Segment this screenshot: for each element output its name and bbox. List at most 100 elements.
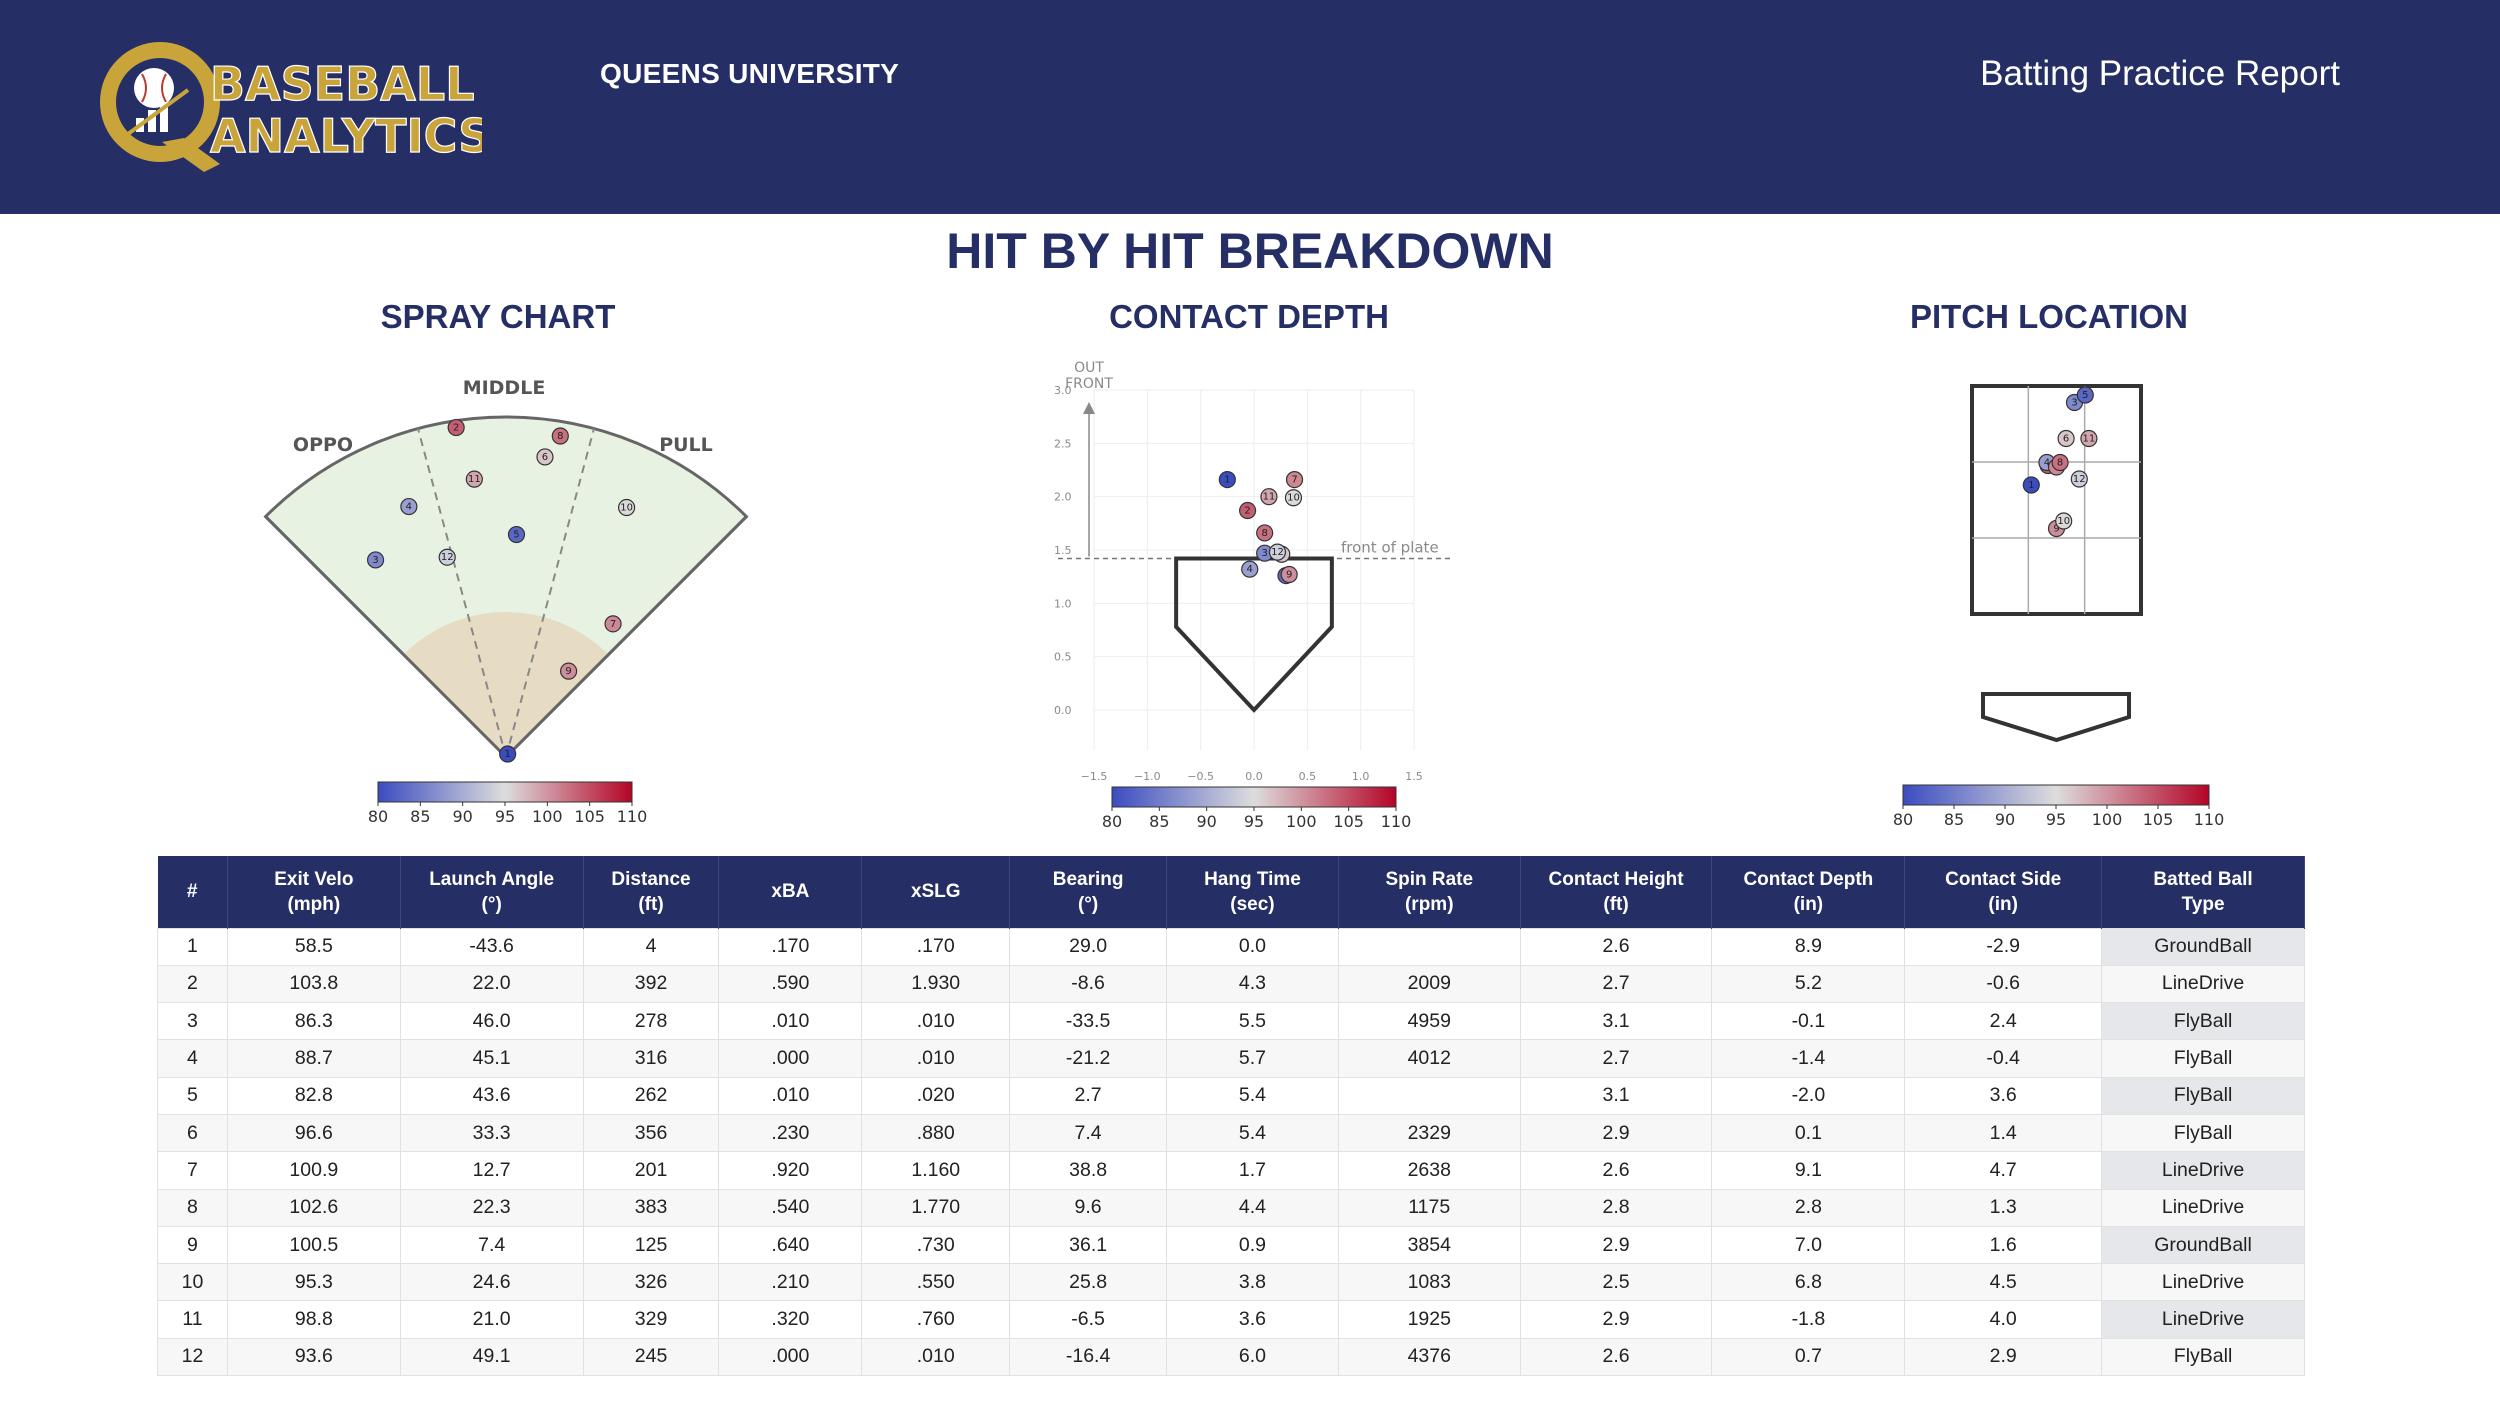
table-cell: 29.0	[1009, 927, 1168, 966]
table-cell: 2.7	[1519, 1039, 1713, 1078]
front-label: FRONT	[1065, 376, 1113, 392]
table-row: 5 82.8 43.6 262.010.020 2.7 5.4 3.1 -2.0 3.6 FlyB…	[157, 1076, 2305, 1115]
report-header: BASEBALL ANALYTICS QUEENS UNIVERSITY Bat…	[0, 0, 2500, 214]
table-cell: 6	[157, 1113, 228, 1153]
depth-ticks: −1.5 −1.0 −0.5 0.0 0.5 1.0 1.5 0.0 0.5 1.0 1.5 2.0 2…	[1054, 384, 1423, 783]
column-header: Contact Side (in)	[1904, 856, 2103, 928]
spray-label-middle: MIDDLE	[463, 377, 546, 399]
hit-marker-11: 11	[465, 470, 483, 488]
hit-marker-1: 1	[1218, 471, 1236, 489]
table-cell: 9	[157, 1225, 228, 1265]
batted-ball-type-cell: FlyBall	[2101, 1113, 2305, 1153]
hit-dot	[447, 418, 465, 437]
hit-number: 8	[1261, 528, 1267, 539]
hit-marker-6: 6	[2057, 429, 2075, 448]
column-header: #	[157, 856, 228, 928]
table-cell: 86.3	[226, 1002, 401, 1041]
hit-number: 2	[1244, 506, 1250, 517]
table-cell: .010	[861, 1002, 1011, 1041]
hit-number: 9	[565, 666, 571, 677]
hit-marker-10: 10	[2055, 512, 2073, 530]
home-plate-icon	[1981, 692, 2131, 743]
table-cell: 8	[157, 1188, 228, 1227]
hit-marker-5: 5	[507, 525, 526, 544]
table-cell: .010	[718, 1076, 863, 1115]
hit-dot	[507, 525, 526, 544]
column-header: Contact Depth (in)	[1711, 856, 1906, 928]
column-header: Spin Rate (rpm)	[1338, 856, 1521, 928]
colorbar-tick-label: 100	[532, 807, 563, 826]
colorbar-tick-label: 90	[1995, 810, 2015, 829]
hit-marker-10: 10	[1284, 489, 1303, 507]
hit-number: 12	[1271, 547, 1284, 558]
hit-marker-12: 12	[2070, 470, 2088, 488]
table-cell: 7.4	[1009, 1113, 1168, 1153]
location-colorbar: 80 85 90 95 100 105 110	[1893, 784, 2224, 829]
hit-dot	[1284, 489, 1303, 507]
hit-number: 4	[2044, 458, 2050, 469]
table-row: 2 103.8 22.0 392.590 1.930 -8.6 4.3 2009 2.7 5.2-…	[157, 964, 2305, 1004]
hit-number: 10	[2057, 516, 2070, 527]
table-cell: 45.1	[399, 1039, 584, 1078]
hit-marker-9: 9	[560, 662, 578, 680]
depth-x-tick-label: 1.5	[1405, 770, 1423, 783]
colorbar-tick-label: 85	[1944, 810, 1964, 829]
hit-number: 8	[2057, 458, 2063, 469]
table-cell: 1	[157, 927, 228, 966]
table-cell: 4	[582, 927, 720, 966]
table-cell: 2.6	[1519, 1337, 1713, 1377]
column-header: xSLG	[861, 856, 1011, 928]
hit-dot	[551, 427, 569, 445]
batted-ball-type-cell: FlyBall	[2101, 1076, 2305, 1115]
hit-number: 7	[1291, 475, 1297, 486]
table-row: 10 95.3 24.6 326.210.550 25.8 3.8 1083 2.5 6.8 4.…	[157, 1263, 2305, 1302]
table-cell: 1.160	[861, 1151, 1011, 1190]
table-cell: 3	[157, 1002, 228, 1041]
colorbar-tick-label: 80	[1102, 812, 1122, 831]
table-cell: 3.1	[1519, 1076, 1713, 1115]
hit-number: 9	[2053, 524, 2059, 535]
spray-label-pull: PULL	[659, 434, 713, 456]
baseball-seams-icon	[141, 73, 167, 103]
table-cell: 102.6	[226, 1188, 401, 1227]
table-cell: 3.8	[1166, 1263, 1339, 1302]
table-cell: 22.0	[399, 964, 584, 1004]
table-body: 1 58.5 -43.6 4.170.170 29.0 0.0 2.6 8.9 -2.9 Grou…	[157, 927, 2305, 1377]
hit-breakdown-table: # Exit Velo (mph) Launch Angle (°) Distance…	[157, 856, 2305, 1377]
table-cell	[1337, 927, 1521, 966]
table-cell: 33.3	[399, 1113, 584, 1153]
hit-number: 8	[557, 431, 563, 442]
depth-y-tick-label: 2.5	[1054, 437, 1072, 450]
table-cell: 24.6	[399, 1263, 584, 1302]
batted-ball-type-cell: FlyBall	[2101, 1002, 2305, 1041]
table-cell	[1337, 1076, 1521, 1115]
report-title: Batting Practice Report	[1980, 54, 2340, 93]
table-cell: 49.1	[399, 1337, 584, 1377]
table-cell: 1175	[1337, 1188, 1521, 1227]
contact-depth-title: CONTACT DEPTH	[1109, 298, 1389, 335]
school-name: QUEENS UNIVERSITY	[600, 58, 900, 89]
table-cell: 95.3	[226, 1263, 401, 1302]
hit-marker-5: 5	[2076, 386, 2094, 404]
hit-number: 6	[542, 452, 548, 463]
hit-number: 12	[441, 552, 454, 563]
table-cell: 6.0	[1166, 1337, 1339, 1377]
table-cell: 5.5	[1166, 1002, 1339, 1041]
depth-x-tick-label: −1.0	[1134, 770, 1161, 783]
spray-colorbar: 80 85 90 95 100 105 110	[368, 781, 647, 826]
spray-divider-left	[417, 428, 507, 758]
table-cell: .000	[718, 1039, 863, 1078]
table-cell: 5.4	[1166, 1113, 1339, 1153]
table-row: 3 86.3 46.0 278.010.010 -33.5 5.5 4959 3.1 -0.1 2…	[157, 1002, 2305, 1041]
hit-dot	[1238, 501, 1257, 520]
table-cell: .020	[861, 1076, 1011, 1115]
table-cell: .170	[861, 927, 1011, 966]
table-cell: 8.9	[1711, 927, 1906, 966]
table-cell: 316	[582, 1039, 720, 1078]
table-cell: -21.2	[1009, 1039, 1168, 1078]
table-cell: 58.5	[226, 927, 401, 966]
hit-dot	[366, 551, 385, 569]
hit-dot	[2076, 386, 2094, 404]
table-cell: 5	[157, 1076, 228, 1115]
